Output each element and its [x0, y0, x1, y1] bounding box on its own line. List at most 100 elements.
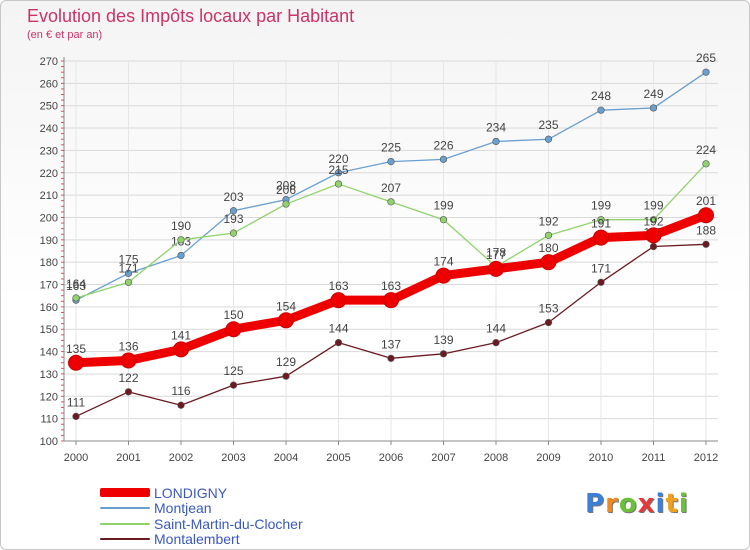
data-label-montalembert: 188: [696, 223, 716, 237]
data-point-montalembert: [597, 278, 605, 286]
data-point-montalembert: [124, 388, 133, 396]
data-point-montjean: [124, 269, 133, 277]
x-tick-label: 2010: [589, 452, 613, 464]
data-label-montjean: 203: [223, 190, 243, 204]
y-tick-label: 190: [40, 235, 58, 247]
data-point-montalembert: [649, 242, 658, 251]
data-point-montalembert: [334, 339, 343, 347]
data-label-montalembert: 125: [223, 364, 243, 378]
x-tick-label: 2007: [431, 452, 455, 464]
y-tick-label: 210: [40, 190, 58, 202]
x-tick-label: 2011: [642, 452, 666, 464]
data-label-montalembert: 116: [171, 384, 190, 398]
logo-letter: o: [618, 489, 638, 519]
y-tick-label: 230: [40, 145, 58, 157]
data-label-montjean: 208: [276, 179, 296, 193]
y-tick-label: 100: [40, 436, 58, 448]
data-label-saint-martin-du-clocher: 171: [118, 261, 138, 275]
data-label-montalembert: 137: [381, 337, 401, 351]
data-point-montjean: [544, 135, 553, 143]
y-tick-label: 180: [40, 257, 58, 269]
data-label-londigny: 135: [66, 342, 86, 356]
data-label-montjean: 249: [643, 87, 663, 101]
y-tick-label: 270: [40, 56, 58, 68]
data-label-montalembert: 144: [486, 322, 506, 336]
data-label-montjean: 163: [66, 279, 86, 293]
data-point-montalembert: [177, 401, 185, 409]
data-label-saint-martin-du-clocher: 215: [328, 163, 348, 177]
logo-letter: r: [605, 489, 619, 519]
data-point-montjean: [702, 68, 710, 76]
data-point-saint-martin-du-clocher: [124, 278, 133, 286]
logo-letter: x: [637, 489, 656, 519]
x-tick-label: 2009: [536, 452, 560, 464]
legend-swatch: [100, 537, 150, 540]
data-point-montjean: [649, 104, 658, 112]
data-label-saint-martin-du-clocher: 199: [433, 199, 453, 213]
x-tick-label: 2002: [169, 452, 193, 464]
data-point-montjean: [387, 157, 395, 166]
data-point-saint-martin-du-clocher: [649, 216, 658, 224]
data-label-saint-martin-du-clocher: 206: [276, 183, 296, 197]
data-label-londigny: 154: [276, 299, 296, 313]
data-label-londigny: 180: [538, 241, 558, 255]
data-label-saint-martin-du-clocher: 190: [171, 219, 191, 233]
data-label-saint-martin-du-clocher: 164: [66, 277, 86, 291]
data-point-montalembert: [544, 318, 553, 327]
proxiti-logo: Proxiti: [585, 489, 689, 519]
data-label-saint-martin-du-clocher: 224: [696, 143, 716, 157]
legend-item-montalembert: Montalembert: [100, 531, 240, 547]
legend-item-saint-martin-du-clocher: Saint-Martin-du-Clocher: [100, 516, 303, 532]
data-label-londigny: 191: [591, 217, 611, 231]
data-label-montjean: 265: [696, 51, 716, 65]
data-label-saint-martin-du-clocher: 199: [643, 199, 663, 213]
x-tick-label: 2003: [221, 452, 245, 464]
data-label-montalembert: 122: [118, 371, 138, 385]
data-point-montjean: [439, 155, 448, 163]
data-label-londigny: 163: [381, 279, 401, 293]
data-point-saint-martin-du-clocher: [334, 180, 343, 188]
legend-item-montjean: Montjean: [100, 500, 212, 516]
data-label-londigny: 174: [433, 255, 453, 269]
data-point-saint-martin-du-clocher: [229, 229, 238, 237]
data-point-londigny: [698, 207, 714, 224]
data-label-londigny: 141: [171, 328, 191, 342]
data-point-londigny: [593, 229, 609, 246]
legend-label: LONDIGNY: [154, 484, 228, 501]
data-point-montjean: [492, 137, 500, 146]
data-point-saint-martin-du-clocher: [282, 200, 290, 208]
y-tick-label: 150: [40, 324, 58, 336]
data-label-montjean: 175: [118, 252, 138, 266]
data-label-montjean: 248: [591, 89, 611, 103]
data-label-montjean: 234: [486, 120, 506, 134]
data-label-montalembert: 129: [276, 355, 296, 369]
data-point-londigny: [488, 260, 504, 277]
data-label-saint-martin-du-clocher: 207: [381, 181, 401, 195]
data-label-montjean: 220: [328, 152, 348, 166]
data-point-montjean: [229, 207, 238, 215]
y-tick-label: 240: [40, 123, 58, 135]
y-tick-label: 260: [40, 78, 58, 90]
x-tick-label: 2008: [484, 452, 508, 464]
y-tick-label: 140: [40, 347, 58, 359]
data-point-montalembert: [387, 354, 395, 362]
y-tick-label: 130: [40, 369, 58, 381]
y-tick-label: 170: [40, 280, 58, 292]
data-label-montalembert: 144: [328, 322, 348, 336]
y-tick-label: 250: [40, 101, 58, 113]
data-label-montalembert: 153: [538, 302, 558, 316]
data-point-saint-martin-du-clocher: [702, 160, 710, 168]
data-label-montjean: 225: [381, 141, 401, 155]
data-point-saint-martin-du-clocher: [597, 216, 605, 224]
data-label-montjean: 235: [538, 118, 558, 132]
data-point-londigny: [383, 292, 399, 309]
data-label-londigny: 192: [643, 214, 663, 228]
chart-subtitle: (en € et par an): [27, 29, 103, 41]
data-label-montjean: 226: [433, 138, 453, 152]
legend-swatch: [100, 506, 150, 509]
data-point-montalembert: [282, 372, 290, 380]
data-point-montjean: [334, 169, 343, 177]
data-label-saint-martin-du-clocher: 178: [486, 246, 506, 260]
data-point-montalembert: [702, 240, 710, 248]
data-point-saint-martin-du-clocher: [544, 231, 553, 239]
